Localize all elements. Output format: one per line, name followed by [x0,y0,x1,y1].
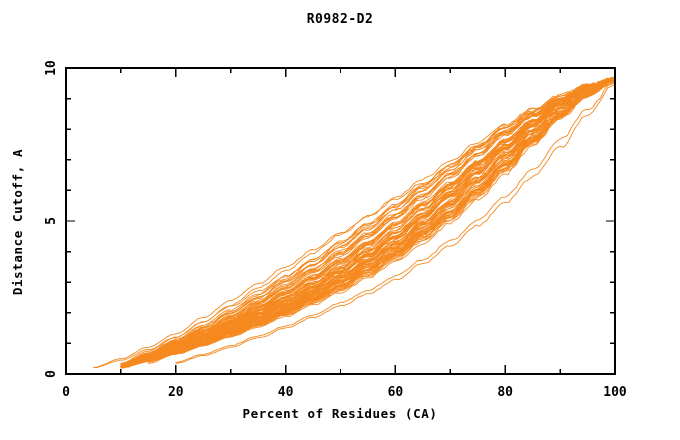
data-curve [120,77,616,366]
data-curve [120,79,616,369]
data-curve [120,80,616,367]
data-curve [175,82,616,363]
y-tick-label: 0 [44,370,59,378]
data-curve [120,79,616,366]
x-tick-label: 20 [168,385,184,400]
data-curve [120,76,616,365]
data-curve [120,77,616,369]
data-curve [120,79,616,364]
data-curve [120,77,616,367]
data-curve [120,79,616,369]
y-tick-label: 10 [44,60,59,76]
x-tick-label: 100 [603,385,627,400]
data-series-group [93,76,616,369]
data-curve [120,78,616,369]
data-curve [120,79,616,368]
y-tick-label-group: 0 5 10 [44,60,59,378]
x-tick-label: 40 [278,385,294,400]
x-tick-label: 0 [62,385,70,400]
data-curve [120,79,616,366]
x-tick-label: 60 [388,385,404,400]
data-curve [120,79,616,367]
data-curve [120,79,616,367]
x-tick-label: 80 [497,385,513,400]
data-curve [120,79,616,368]
x-tick-label-group: 0 20 40 60 80 100 [62,385,627,400]
page-title: R0982-D2 [306,12,374,27]
x-axis-label: Percent of Residues (CA) [242,406,437,421]
data-curve [120,77,616,365]
data-curve [120,78,616,368]
y-tick-label: 5 [44,217,59,225]
data-curve [120,77,616,367]
data-curve [120,77,616,366]
plot-frame [65,67,616,375]
data-curve [120,77,616,365]
y-axis-label: Distance Cutoff, A [10,149,25,295]
data-curve [120,77,616,368]
data-curve [175,83,616,364]
